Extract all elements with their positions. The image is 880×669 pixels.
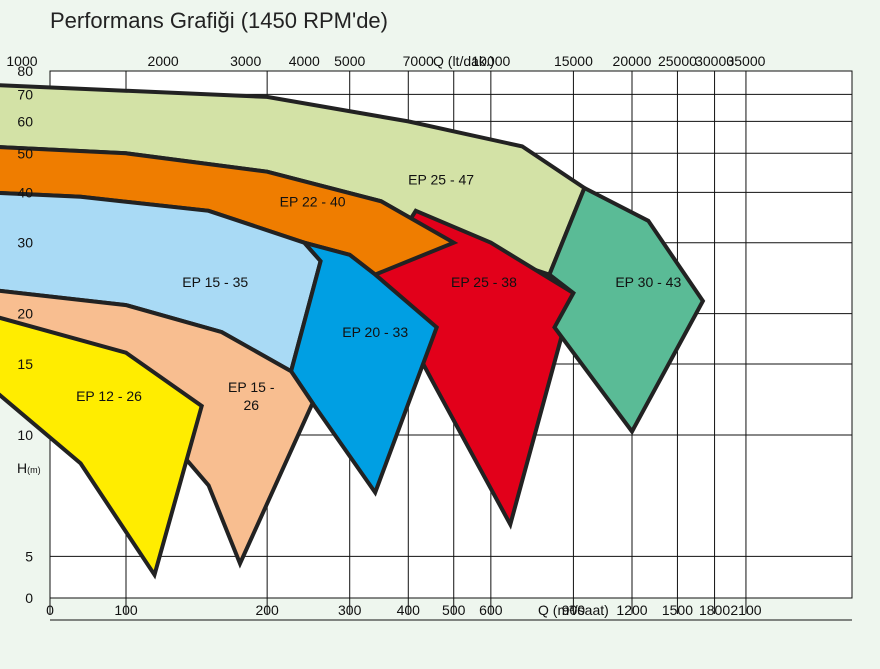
top-tick-label: 2000 <box>148 53 179 69</box>
x-tick-label: 1800 <box>699 602 730 618</box>
region-ep-12-26 <box>0 315 205 580</box>
x-tick-label: 600 <box>479 602 503 618</box>
region-label: EP 25 - 47 <box>408 172 474 188</box>
top-tick-label: 20000 <box>613 53 652 69</box>
x-tick-label: 200 <box>255 602 279 618</box>
region-ep-30-43 <box>546 185 706 436</box>
region-label: 26 <box>243 397 259 413</box>
top-tick-label: 15000 <box>554 53 593 69</box>
region-label: EP 15 - <box>228 379 275 395</box>
region-label: EP 15 - 35 <box>182 274 248 290</box>
top-tick-label: 3000 <box>230 53 261 69</box>
region-ep-20-33 <box>288 239 440 497</box>
y-tick-label: 15 <box>17 356 33 372</box>
x-tick-label: 1200 <box>616 602 647 618</box>
region-label: EP 22 - 40 <box>280 193 346 209</box>
x-tick-label: 900 <box>562 602 586 618</box>
top-axis-label: Q (lt/dak.) <box>433 53 494 69</box>
x-tick-label: 100 <box>114 602 138 618</box>
top-tick-label: 30000 <box>695 53 734 69</box>
x-tick-label: 400 <box>397 602 421 618</box>
top-tick-label: 1000 <box>6 53 37 69</box>
y-axis-label: H(m) <box>17 460 41 476</box>
chart-regions <box>0 83 706 580</box>
top-tick-label: 35000 <box>726 53 765 69</box>
y-tick-label: 20 <box>17 306 33 322</box>
top-tick-label: 5000 <box>334 53 365 69</box>
y-tick-label: 80 <box>17 63 33 79</box>
top-tick-label: 7000 <box>403 53 434 69</box>
y-tick-label: 70 <box>17 86 33 102</box>
y-tick-label: 0 <box>25 590 33 606</box>
y-tick-label: 60 <box>17 113 33 129</box>
top-tick-label: 4000 <box>289 53 320 69</box>
y-tick-label: 40 <box>17 184 33 200</box>
x-tick-label: 2100 <box>730 602 761 618</box>
y-tick-label: 10 <box>17 427 33 443</box>
x-axis-label: Q (m³/saat) <box>538 602 609 618</box>
y-tick-label: 30 <box>17 235 33 251</box>
chart-axes: 0 100 200 300 400 500 600 900 1200 1500 1800 2100Q … <box>6 53 765 618</box>
y-tick-label: 5 <box>25 548 33 564</box>
top-tick-label: 25000 <box>658 53 697 69</box>
region-label: EP 30 - 43 <box>615 274 681 290</box>
region-label: EP 12 - 26 <box>76 388 142 404</box>
y-tick-label: 50 <box>17 145 33 161</box>
chart-title: Performans Grafiği (1450 RPM'de) <box>50 8 388 33</box>
top-tick-label: 10000 <box>471 53 510 69</box>
x-tick-label: 300 <box>338 602 362 618</box>
x-tick-label: 500 <box>442 602 466 618</box>
region-label: EP 25 - 38 <box>451 274 517 290</box>
chart-region-labels: EP 25 - 47 EP 25 - 38 EP 30 - 43 EP 22 - 40… <box>76 172 681 413</box>
x-tick-label: 1500 <box>662 602 693 618</box>
region-label: EP 20 - 33 <box>342 324 408 340</box>
x-tick-label: 0 <box>46 602 54 618</box>
